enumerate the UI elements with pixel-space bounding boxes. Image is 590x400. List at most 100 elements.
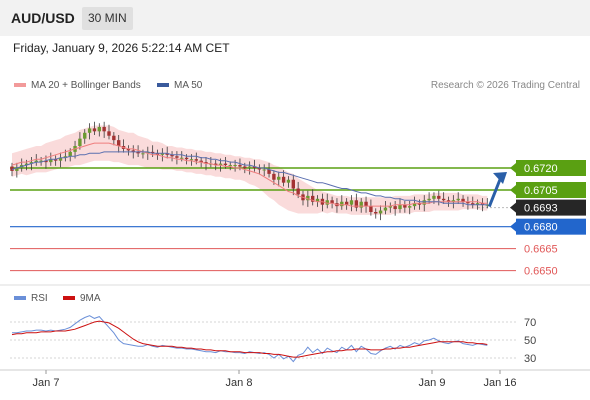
candle-body xyxy=(262,169,266,171)
candle-body xyxy=(349,200,354,205)
candle-body xyxy=(39,160,43,162)
candle-body xyxy=(393,206,397,210)
candle-body xyxy=(427,198,431,201)
candle-body xyxy=(218,163,223,166)
candle-body xyxy=(286,179,291,183)
legend-ma20: MA 20 + Bollinger Bands xyxy=(14,80,141,91)
chart-header-bar: AUD/USD 30 MIN xyxy=(0,0,590,36)
candle-body xyxy=(78,138,82,146)
candle-body xyxy=(247,166,252,168)
candle-body xyxy=(194,159,198,161)
rsi-swatch-icon xyxy=(14,296,26,301)
pivot-level-pointer xyxy=(510,221,516,232)
candle-body xyxy=(291,179,295,189)
rsi-ma-line xyxy=(11,320,488,358)
candle-body xyxy=(228,165,232,167)
legend-ma50-label: MA 50 xyxy=(174,80,203,91)
candle-body xyxy=(374,212,378,214)
candle-body xyxy=(83,132,87,139)
candle-body xyxy=(155,153,160,155)
candle-body xyxy=(150,151,155,154)
candle-body xyxy=(126,148,131,151)
candle-body xyxy=(437,195,441,199)
candle-body xyxy=(34,160,38,163)
candle-body xyxy=(184,157,189,160)
candle-body xyxy=(199,160,203,163)
candle-body xyxy=(87,128,92,133)
last-level-pointer xyxy=(510,202,516,213)
candle-body xyxy=(44,160,48,163)
candle-body xyxy=(461,198,465,202)
candle-body xyxy=(403,204,407,208)
rsi-tick-label: 50 xyxy=(524,335,536,347)
rsi-tick-label: 70 xyxy=(524,317,536,329)
candle-body xyxy=(68,151,72,157)
legend-rsi: RSI xyxy=(14,293,48,304)
candle-body xyxy=(417,203,422,205)
candle-body xyxy=(281,176,286,183)
candle-body xyxy=(170,154,174,157)
resistance-level-label: 0.6720 xyxy=(524,163,558,175)
ma50-line xyxy=(11,151,488,206)
last-level-label: 0.6693 xyxy=(524,203,558,215)
candle-body xyxy=(408,206,412,208)
candle-body xyxy=(267,169,271,174)
candle-body xyxy=(252,166,257,168)
ma20-line xyxy=(11,142,488,207)
candle-body xyxy=(272,173,276,180)
candle-body xyxy=(277,176,281,180)
legend-ma20-label: MA 20 + Bollinger Bands xyxy=(31,80,141,91)
candle-body xyxy=(141,153,145,155)
candle-body xyxy=(131,150,135,152)
9ma-swatch-icon xyxy=(63,296,75,301)
resistance-level-label: 0.6705 xyxy=(524,185,558,197)
candle-body xyxy=(214,163,218,166)
candle-body xyxy=(388,206,392,208)
symbol-title: AUD/USD xyxy=(11,10,75,26)
ma20-swatch-icon xyxy=(14,83,26,88)
candle-body xyxy=(412,203,417,207)
legend-9ma: 9MA xyxy=(63,293,101,304)
support-level-label: 0.6650 xyxy=(524,266,558,278)
candle-body xyxy=(432,195,436,199)
candle-body xyxy=(204,162,208,164)
candle-body xyxy=(480,203,485,205)
legend-ma50: MA 50 xyxy=(157,80,202,91)
candle-body xyxy=(233,165,237,167)
resistance-level-pointer xyxy=(510,185,516,196)
candle-body xyxy=(97,126,101,132)
candle-body xyxy=(189,159,194,161)
rsi-line xyxy=(12,315,488,363)
candle-body xyxy=(15,168,19,171)
candle-body xyxy=(238,165,242,167)
forecast-arrow-shaft xyxy=(487,176,503,208)
candle-body xyxy=(378,210,383,214)
candle-body xyxy=(359,201,363,208)
time-tick-label: Jan 8 xyxy=(226,377,253,389)
rsi-tick-label: 30 xyxy=(524,353,536,365)
time-tick-label: Jan 16 xyxy=(483,377,516,389)
candle-body xyxy=(107,131,111,136)
timeframe-button[interactable]: 30 MIN xyxy=(82,7,133,30)
candle-body xyxy=(466,201,470,204)
candle-body xyxy=(136,151,140,154)
candle-body xyxy=(58,157,63,161)
candle-body xyxy=(223,163,228,166)
resistance-level-pointer xyxy=(510,163,516,173)
forecast-arrow-head-icon xyxy=(493,172,507,184)
candle-body xyxy=(102,126,106,132)
candle-body xyxy=(422,200,426,205)
candle-body xyxy=(165,153,169,155)
candle-body xyxy=(451,200,456,202)
candle-body xyxy=(63,156,68,158)
candle-body xyxy=(364,201,368,207)
candle-body xyxy=(325,200,329,205)
support-level-label: 0.6665 xyxy=(524,244,558,256)
candle-body xyxy=(475,203,480,205)
pivot-level-label: 0.6680 xyxy=(524,222,558,234)
candle-body xyxy=(340,201,344,207)
candle-body xyxy=(354,200,359,208)
candle-body xyxy=(117,140,121,146)
candle-body xyxy=(53,159,58,161)
candle-body xyxy=(471,203,475,205)
